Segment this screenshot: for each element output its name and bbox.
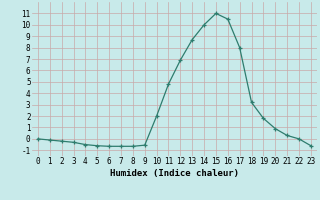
X-axis label: Humidex (Indice chaleur): Humidex (Indice chaleur) — [110, 169, 239, 178]
